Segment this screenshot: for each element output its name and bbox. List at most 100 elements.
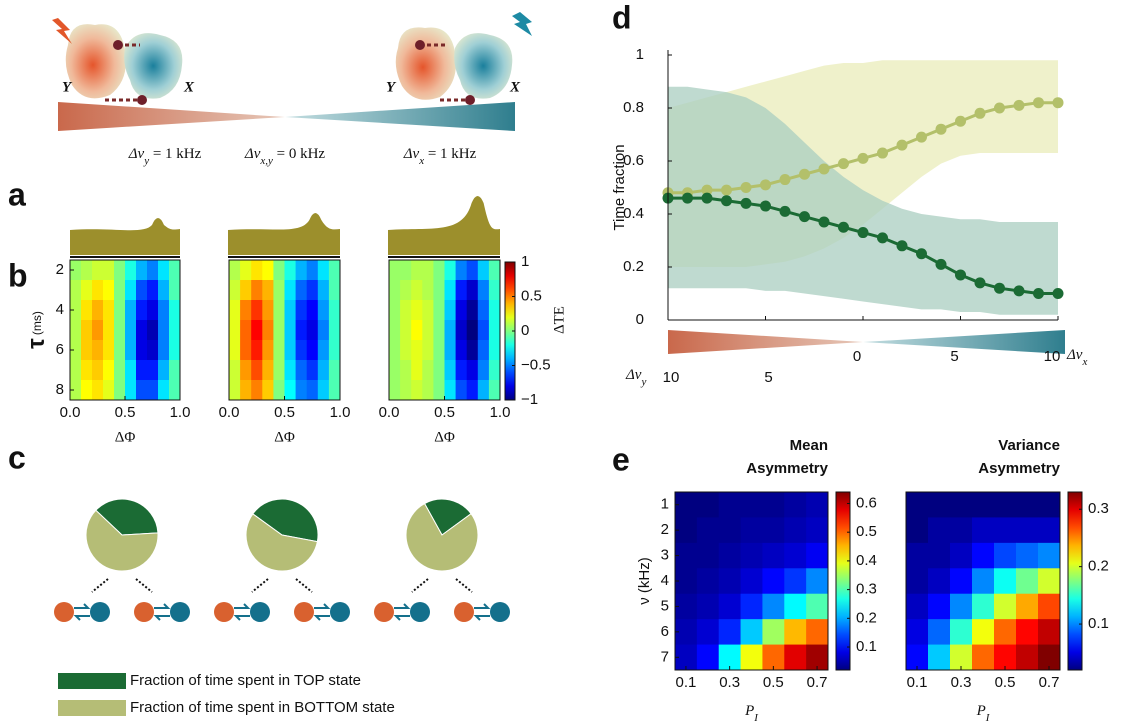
series-point bbox=[1052, 97, 1064, 109]
heatmap-cell bbox=[295, 260, 308, 281]
heatmap-cell bbox=[994, 542, 1017, 569]
heatmap-cell bbox=[950, 517, 973, 544]
heatmap-cell bbox=[1038, 492, 1061, 518]
heatmap-cell bbox=[273, 340, 285, 361]
heatmap-cell bbox=[455, 380, 468, 401]
heatmap-cell bbox=[806, 593, 829, 620]
x-axis-label-base: P bbox=[744, 703, 754, 719]
heatmap-cell bbox=[906, 593, 929, 620]
heatmap-cell bbox=[136, 340, 148, 361]
heatmap-cell bbox=[411, 300, 423, 321]
heatmap-cell bbox=[433, 360, 445, 381]
colorbar bbox=[1067, 491, 1083, 671]
heatmap-cell bbox=[169, 360, 181, 381]
panel-label: e bbox=[612, 441, 630, 477]
heatmap-cell bbox=[169, 320, 181, 341]
heatmap-cell bbox=[295, 360, 308, 381]
heatmap-cell bbox=[696, 593, 720, 620]
series-point bbox=[760, 179, 771, 191]
x-axis-label: Δνx bbox=[1066, 347, 1087, 367]
chart-title: Variance bbox=[998, 437, 1060, 454]
heatmap-cell bbox=[675, 568, 698, 595]
legend-swatch bbox=[58, 700, 126, 716]
heatmap-cell bbox=[488, 280, 501, 301]
series-point bbox=[857, 152, 869, 164]
x-tick-label: 5 bbox=[950, 348, 958, 365]
x-axis-label-base: Δν bbox=[625, 367, 642, 383]
heatmap-cell bbox=[295, 340, 308, 361]
heatmap-cell bbox=[240, 340, 252, 361]
heatmap-cell bbox=[70, 340, 82, 361]
series-point bbox=[955, 115, 966, 127]
heatmap-cell bbox=[411, 280, 423, 301]
dotted-arrow bbox=[455, 578, 473, 593]
heatmap-cell bbox=[284, 340, 297, 361]
heatmap-cell bbox=[158, 260, 170, 281]
node-y bbox=[454, 602, 474, 622]
heatmap-cell bbox=[950, 644, 973, 671]
heatmap-cell bbox=[422, 380, 434, 401]
heatmap-cell bbox=[147, 280, 159, 301]
heatmap-cell bbox=[136, 380, 148, 401]
pair-right bbox=[395, 12, 532, 105]
heatmap-cell bbox=[136, 280, 148, 301]
node-y bbox=[54, 602, 74, 622]
x-axis-label-sub: I bbox=[985, 712, 991, 724]
series-point bbox=[799, 168, 810, 180]
heatmap-cell bbox=[114, 360, 126, 381]
y-tick-label: 2 bbox=[661, 521, 669, 538]
y-tick-label: 6 bbox=[56, 341, 64, 358]
heatmap-cell bbox=[994, 492, 1017, 518]
heatmap-cell bbox=[806, 517, 829, 544]
heatmap-cell bbox=[994, 619, 1017, 646]
y-tick-label: 6 bbox=[661, 623, 669, 640]
node-x bbox=[330, 602, 350, 622]
heatmap-cell bbox=[284, 280, 297, 301]
heatmap-cell bbox=[400, 360, 412, 381]
series-point bbox=[974, 107, 986, 119]
heatmap-cell bbox=[1038, 644, 1061, 671]
colorbar-tick-label: 0.3 bbox=[856, 581, 877, 598]
heatmap-cell bbox=[675, 644, 698, 671]
heatmap-cell bbox=[675, 542, 698, 569]
heatmap-cell bbox=[906, 644, 929, 671]
heatmap-cell bbox=[328, 360, 341, 381]
heatmap-cell bbox=[400, 380, 412, 401]
heatmap-cell bbox=[994, 517, 1017, 544]
heatmap-cell bbox=[229, 320, 241, 341]
heatmap-cell bbox=[240, 360, 252, 381]
heatmap-cell bbox=[136, 320, 148, 341]
x-axis-label-sub: x bbox=[1081, 356, 1087, 368]
heatmap-cell bbox=[422, 320, 434, 341]
heatmap-cell bbox=[103, 300, 115, 321]
heatmap-cell bbox=[488, 340, 501, 361]
heatmap-cell bbox=[477, 320, 490, 341]
series-point bbox=[916, 248, 927, 260]
heatmap-cell bbox=[950, 568, 973, 595]
x-tick-label: 0.1 bbox=[907, 674, 928, 691]
series-point bbox=[857, 227, 869, 239]
dotted-arrow bbox=[135, 578, 153, 593]
heatmap-cell bbox=[906, 568, 929, 595]
legend-label: Fraction of time spent in BOTTOM state bbox=[130, 699, 395, 716]
heatmap-cell bbox=[455, 320, 468, 341]
heatmap-cell bbox=[273, 380, 285, 401]
heatmap-cell bbox=[466, 360, 479, 381]
heatmap-cell bbox=[169, 260, 181, 281]
region-label: Y bbox=[386, 79, 397, 95]
heatmap-cell bbox=[488, 380, 501, 401]
heatmap-cell bbox=[262, 300, 274, 321]
y-tick-label: 8 bbox=[56, 381, 64, 398]
x-axis-label-sub: I bbox=[753, 712, 759, 724]
series-point bbox=[779, 174, 791, 186]
series-point bbox=[740, 182, 752, 193]
frequency-label-base: Δν bbox=[403, 146, 420, 162]
frequency-label-rest: = 1 kHz bbox=[149, 146, 202, 162]
x-tick-label: 0 bbox=[853, 348, 861, 365]
heatmap-cell bbox=[1016, 517, 1039, 544]
heatmap-cell bbox=[389, 360, 401, 381]
node-x bbox=[490, 602, 510, 622]
heatmap-cell bbox=[262, 260, 274, 281]
heatmap-cell bbox=[477, 300, 490, 321]
heatmap-cell bbox=[92, 380, 104, 401]
